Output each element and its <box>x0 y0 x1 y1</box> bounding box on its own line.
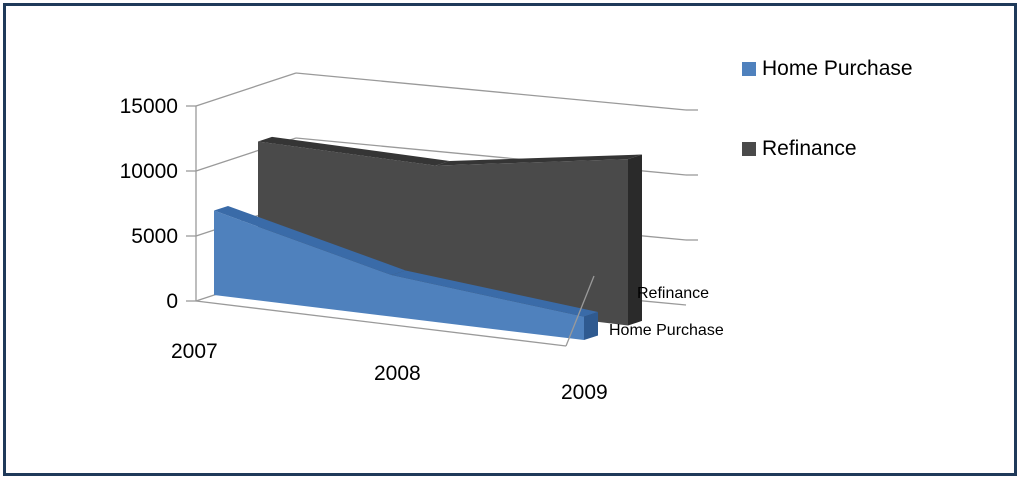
legend-label-home-purchase: Home Purchase <box>762 57 913 80</box>
area-top-0 <box>214 205 406 276</box>
legend-label-refinance: Refinance <box>762 137 857 160</box>
depth-label-home-purchase: Home Purchase <box>609 322 724 339</box>
y-tick-label: 5000 <box>131 225 178 248</box>
chart-frame: 0 5000 10000 15000 Refinance Home Purchase 200… <box>3 3 1017 476</box>
side-gridline-3 <box>195 72 297 107</box>
area-top-1 <box>435 154 642 166</box>
legend-item-home-purchase: Home Purchase <box>742 54 913 84</box>
depth-label-refinance: Refinance <box>637 285 709 302</box>
gridline-3 <box>295 72 687 111</box>
y-tick-label: 10000 <box>120 160 178 183</box>
y-tick-label: 0 <box>166 290 178 313</box>
legend-item-refinance: Refinance <box>742 134 913 164</box>
legend: Home Purchase Refinance <box>742 54 913 214</box>
x-tick-label: 2007 <box>171 340 218 363</box>
legend-swatch-refinance <box>742 142 756 156</box>
area-cap <box>584 312 598 341</box>
legend-swatch-home-purchase <box>742 62 756 76</box>
area-cap <box>628 154 642 326</box>
y-tick-label: 15000 <box>120 95 178 118</box>
area-top-1 <box>391 270 598 317</box>
x-tick-label: 2008 <box>374 362 421 385</box>
area-home-purchase <box>214 210 584 341</box>
depth-axis-line <box>565 275 595 347</box>
x-tick-label: 2009 <box>561 381 608 404</box>
area-chart-3d: 0 5000 10000 15000 Refinance Home Purchase 200… <box>120 72 724 404</box>
area-top-0 <box>258 136 450 166</box>
x-axis-line <box>195 300 567 347</box>
